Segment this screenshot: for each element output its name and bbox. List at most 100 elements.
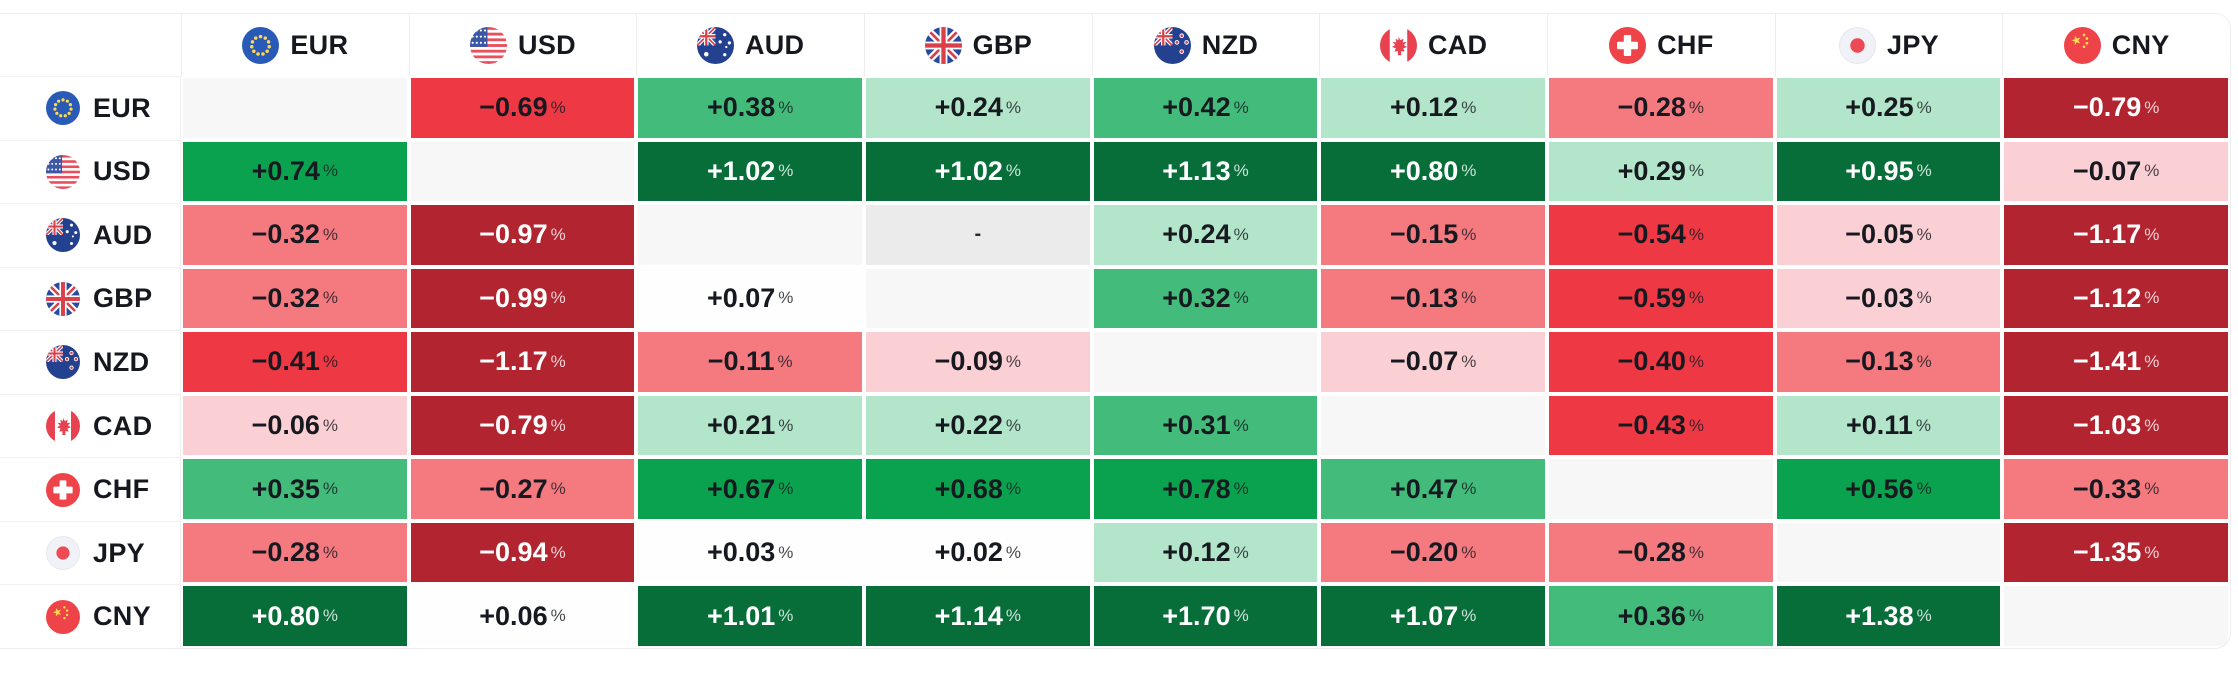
heatmap-cell-eur-cad[interactable]: +0.12% bbox=[1321, 78, 1545, 138]
heatmap-cell-chf-jpy[interactable]: +0.56% bbox=[1776, 459, 2001, 519]
heatmap-cell-cny-gbp[interactable]: +1.14% bbox=[866, 586, 1090, 646]
heatmap-cell-eur-chf[interactable]: −0.28% bbox=[1549, 78, 1773, 138]
cell-value: −1.17 bbox=[479, 346, 548, 377]
percent-unit: % bbox=[777, 351, 793, 371]
heatmap-cell-gbp-eur[interactable]: −0.32% bbox=[183, 268, 407, 329]
heatmap-cell-gbp-cny[interactable]: −1.12% bbox=[2004, 268, 2228, 329]
heatmap-cell-jpy-gbp[interactable]: +0.02% bbox=[866, 522, 1090, 583]
heatmap-cell-aud-eur[interactable]: −0.32% bbox=[183, 205, 407, 265]
cell-value: −0.27 bbox=[479, 473, 548, 504]
heatmap-cell-cad-usd[interactable]: −0.79% bbox=[410, 395, 635, 456]
heatmap-cell-jpy-nzd[interactable]: +0.12% bbox=[1093, 522, 1318, 583]
percent-unit: % bbox=[1461, 97, 1477, 117]
heatmap-cell-eur-jpy[interactable]: +0.25% bbox=[1776, 78, 2001, 138]
heatmap-cell-chf-gbp[interactable]: +0.68% bbox=[866, 459, 1090, 519]
heatmap-cell-usd-cad[interactable]: +0.80% bbox=[1321, 141, 1545, 202]
cell-value: −0.32 bbox=[251, 219, 320, 250]
heatmap-cell-chf-cad[interactable]: +0.47% bbox=[1321, 459, 1545, 519]
heatmap-cell-eur-cny[interactable]: −0.79% bbox=[2004, 78, 2228, 138]
percent-unit: % bbox=[322, 351, 339, 371]
heatmap-cell-gbp-nzd[interactable]: +0.32% bbox=[1093, 268, 1318, 329]
row-header-label: EUR bbox=[93, 92, 151, 123]
heatmap-cell-eur-usd[interactable]: −0.69% bbox=[410, 78, 635, 138]
heatmap-cell-usd-aud[interactable]: +1.02% bbox=[638, 141, 862, 202]
cell-value: −0.03 bbox=[1845, 282, 1914, 313]
heatmap-cell-cny-chf[interactable]: +0.36% bbox=[1549, 586, 1773, 646]
percent-unit: % bbox=[550, 606, 566, 626]
heatmap-cell-nzd-usd[interactable]: −1.17% bbox=[410, 332, 635, 392]
heatmap-cell-eur-aud[interactable]: +0.38% bbox=[638, 78, 862, 138]
heatmap-cell-chf-cny[interactable]: −0.33% bbox=[2004, 459, 2228, 519]
heatmap-cell-nzd-cad[interactable]: −0.07% bbox=[1321, 332, 1545, 392]
heatmap-cell-nzd-gbp[interactable]: −0.09% bbox=[866, 332, 1090, 392]
heatmap-cell-jpy-cad[interactable]: −0.20% bbox=[1321, 522, 1545, 583]
percent-unit: % bbox=[322, 288, 339, 308]
column-header-label: JPY bbox=[1887, 29, 1939, 60]
heatmap-cell-jpy-cny[interactable]: −1.35% bbox=[2004, 522, 2228, 583]
heatmap-cell-cny-cad[interactable]: +1.07% bbox=[1321, 586, 1545, 646]
heatmap-cell-cad-chf[interactable]: −0.43% bbox=[1549, 395, 1773, 456]
heatmap-cell-cad-jpy[interactable]: +0.11% bbox=[1776, 395, 2001, 456]
heatmap-cell-chf-usd[interactable]: −0.27% bbox=[410, 459, 635, 519]
heatmap-cell-aud-cny[interactable]: −1.17% bbox=[2004, 205, 2228, 265]
cell-value: −0.33 bbox=[2072, 473, 2142, 504]
percent-unit: % bbox=[1005, 606, 1022, 626]
heatmap-cell-nzd-chf[interactable]: −0.40% bbox=[1549, 332, 1773, 392]
heatmap-cell-cad-eur[interactable]: −0.06% bbox=[183, 395, 407, 456]
heatmap-cell-aud-jpy[interactable]: −0.05% bbox=[1776, 205, 2001, 265]
heatmap-cell-chf-aud[interactable]: +0.67% bbox=[638, 459, 862, 519]
heatmap-cell-aud-cad[interactable]: −0.15% bbox=[1321, 205, 1545, 265]
percent-unit: % bbox=[1688, 351, 1705, 371]
heatmap-cell-aud-usd[interactable]: −0.97% bbox=[410, 205, 635, 265]
heatmap-cell-eur-gbp[interactable]: +0.24% bbox=[866, 78, 1090, 138]
heatmap-cell-usd-nzd[interactable]: +1.13% bbox=[1093, 141, 1318, 202]
heatmap-cell-eur-nzd[interactable]: +0.42% bbox=[1093, 78, 1318, 138]
cell-value: +0.07 bbox=[706, 282, 776, 313]
heatmap-cell-nzd-aud[interactable]: −0.11% bbox=[638, 332, 862, 392]
heatmap-cell-chf-eur[interactable]: +0.35% bbox=[183, 459, 407, 519]
heatmap-cell-cad-cny[interactable]: −1.03% bbox=[2004, 395, 2228, 456]
heatmap-cell-usd-chf[interactable]: +0.29% bbox=[1549, 141, 1773, 202]
cell-value: +0.29 bbox=[1617, 155, 1686, 186]
cny-flag-icon bbox=[46, 599, 80, 634]
heatmap-cell-cny-usd[interactable]: +0.06% bbox=[410, 586, 635, 646]
cell-value: −0.13 bbox=[1389, 282, 1459, 313]
heatmap-cell-usd-jpy[interactable]: +0.95% bbox=[1776, 141, 2001, 202]
heatmap-cell-aud-nzd[interactable]: +0.24% bbox=[1093, 205, 1318, 265]
heatmap-cell-chf-nzd[interactable]: +0.78% bbox=[1093, 459, 1318, 519]
heatmap-cell-gbp-cad[interactable]: −0.13% bbox=[1321, 268, 1545, 329]
heatmap-cell-cad-aud[interactable]: +0.21% bbox=[638, 395, 862, 456]
cny-flag-icon bbox=[2063, 26, 2101, 64]
heatmap-cell-gbp-chf[interactable]: −0.59% bbox=[1549, 268, 1773, 329]
cell-value: −0.79 bbox=[2072, 92, 2142, 123]
heatmap-cell-nzd-cny[interactable]: −1.41% bbox=[2004, 332, 2228, 392]
heatmap-cell-aud-chf[interactable]: −0.54% bbox=[1549, 205, 1773, 265]
heatmap-cell-cny-nzd[interactable]: +1.70% bbox=[1093, 586, 1318, 646]
heatmap-cell-cny-eur[interactable]: +0.80% bbox=[183, 586, 407, 646]
cad-flag-icon bbox=[46, 409, 80, 444]
heatmap-cell-jpy-usd[interactable]: −0.94% bbox=[410, 522, 635, 583]
cell-value: +0.38 bbox=[706, 92, 776, 123]
heatmap-cell-nzd-eur[interactable]: −0.41% bbox=[183, 332, 407, 392]
percent-unit: % bbox=[778, 415, 794, 435]
percent-unit: % bbox=[1005, 351, 1022, 371]
heatmap-cell-gbp-usd[interactable]: −0.99% bbox=[410, 268, 635, 329]
heatmap-cell-gbp-aud[interactable]: +0.07% bbox=[638, 268, 862, 329]
cell-value: +0.67 bbox=[706, 473, 776, 504]
heatmap-cell-jpy-eur[interactable]: −0.28% bbox=[183, 522, 407, 583]
heatmap-cell-usd-eur[interactable]: +0.74% bbox=[183, 141, 407, 202]
heatmap-cell-aud-gbp[interactable]: - bbox=[866, 205, 1090, 265]
heatmap-cell-cny-jpy[interactable]: +1.38% bbox=[1776, 586, 2001, 646]
cad-flag-icon bbox=[1379, 26, 1417, 64]
heatmap-cell-eur-eur bbox=[183, 78, 407, 138]
heatmap-cell-jpy-aud[interactable]: +0.03% bbox=[638, 522, 862, 583]
heatmap-cell-usd-cny[interactable]: −0.07% bbox=[2004, 141, 2228, 202]
heatmap-cell-cad-gbp[interactable]: +0.22% bbox=[866, 395, 1090, 456]
heatmap-cell-gbp-jpy[interactable]: −0.03% bbox=[1776, 268, 2001, 329]
heatmap-cell-usd-gbp[interactable]: +1.02% bbox=[866, 141, 1090, 202]
heatmap-cell-cny-aud[interactable]: +1.01% bbox=[638, 586, 862, 646]
heatmap-cell-nzd-jpy[interactable]: −0.13% bbox=[1776, 332, 2001, 392]
heatmap-cell-jpy-chf[interactable]: −0.28% bbox=[1549, 522, 1773, 583]
heatmap-cell-usd-usd bbox=[410, 141, 635, 202]
heatmap-cell-cad-nzd[interactable]: +0.31% bbox=[1093, 395, 1318, 456]
